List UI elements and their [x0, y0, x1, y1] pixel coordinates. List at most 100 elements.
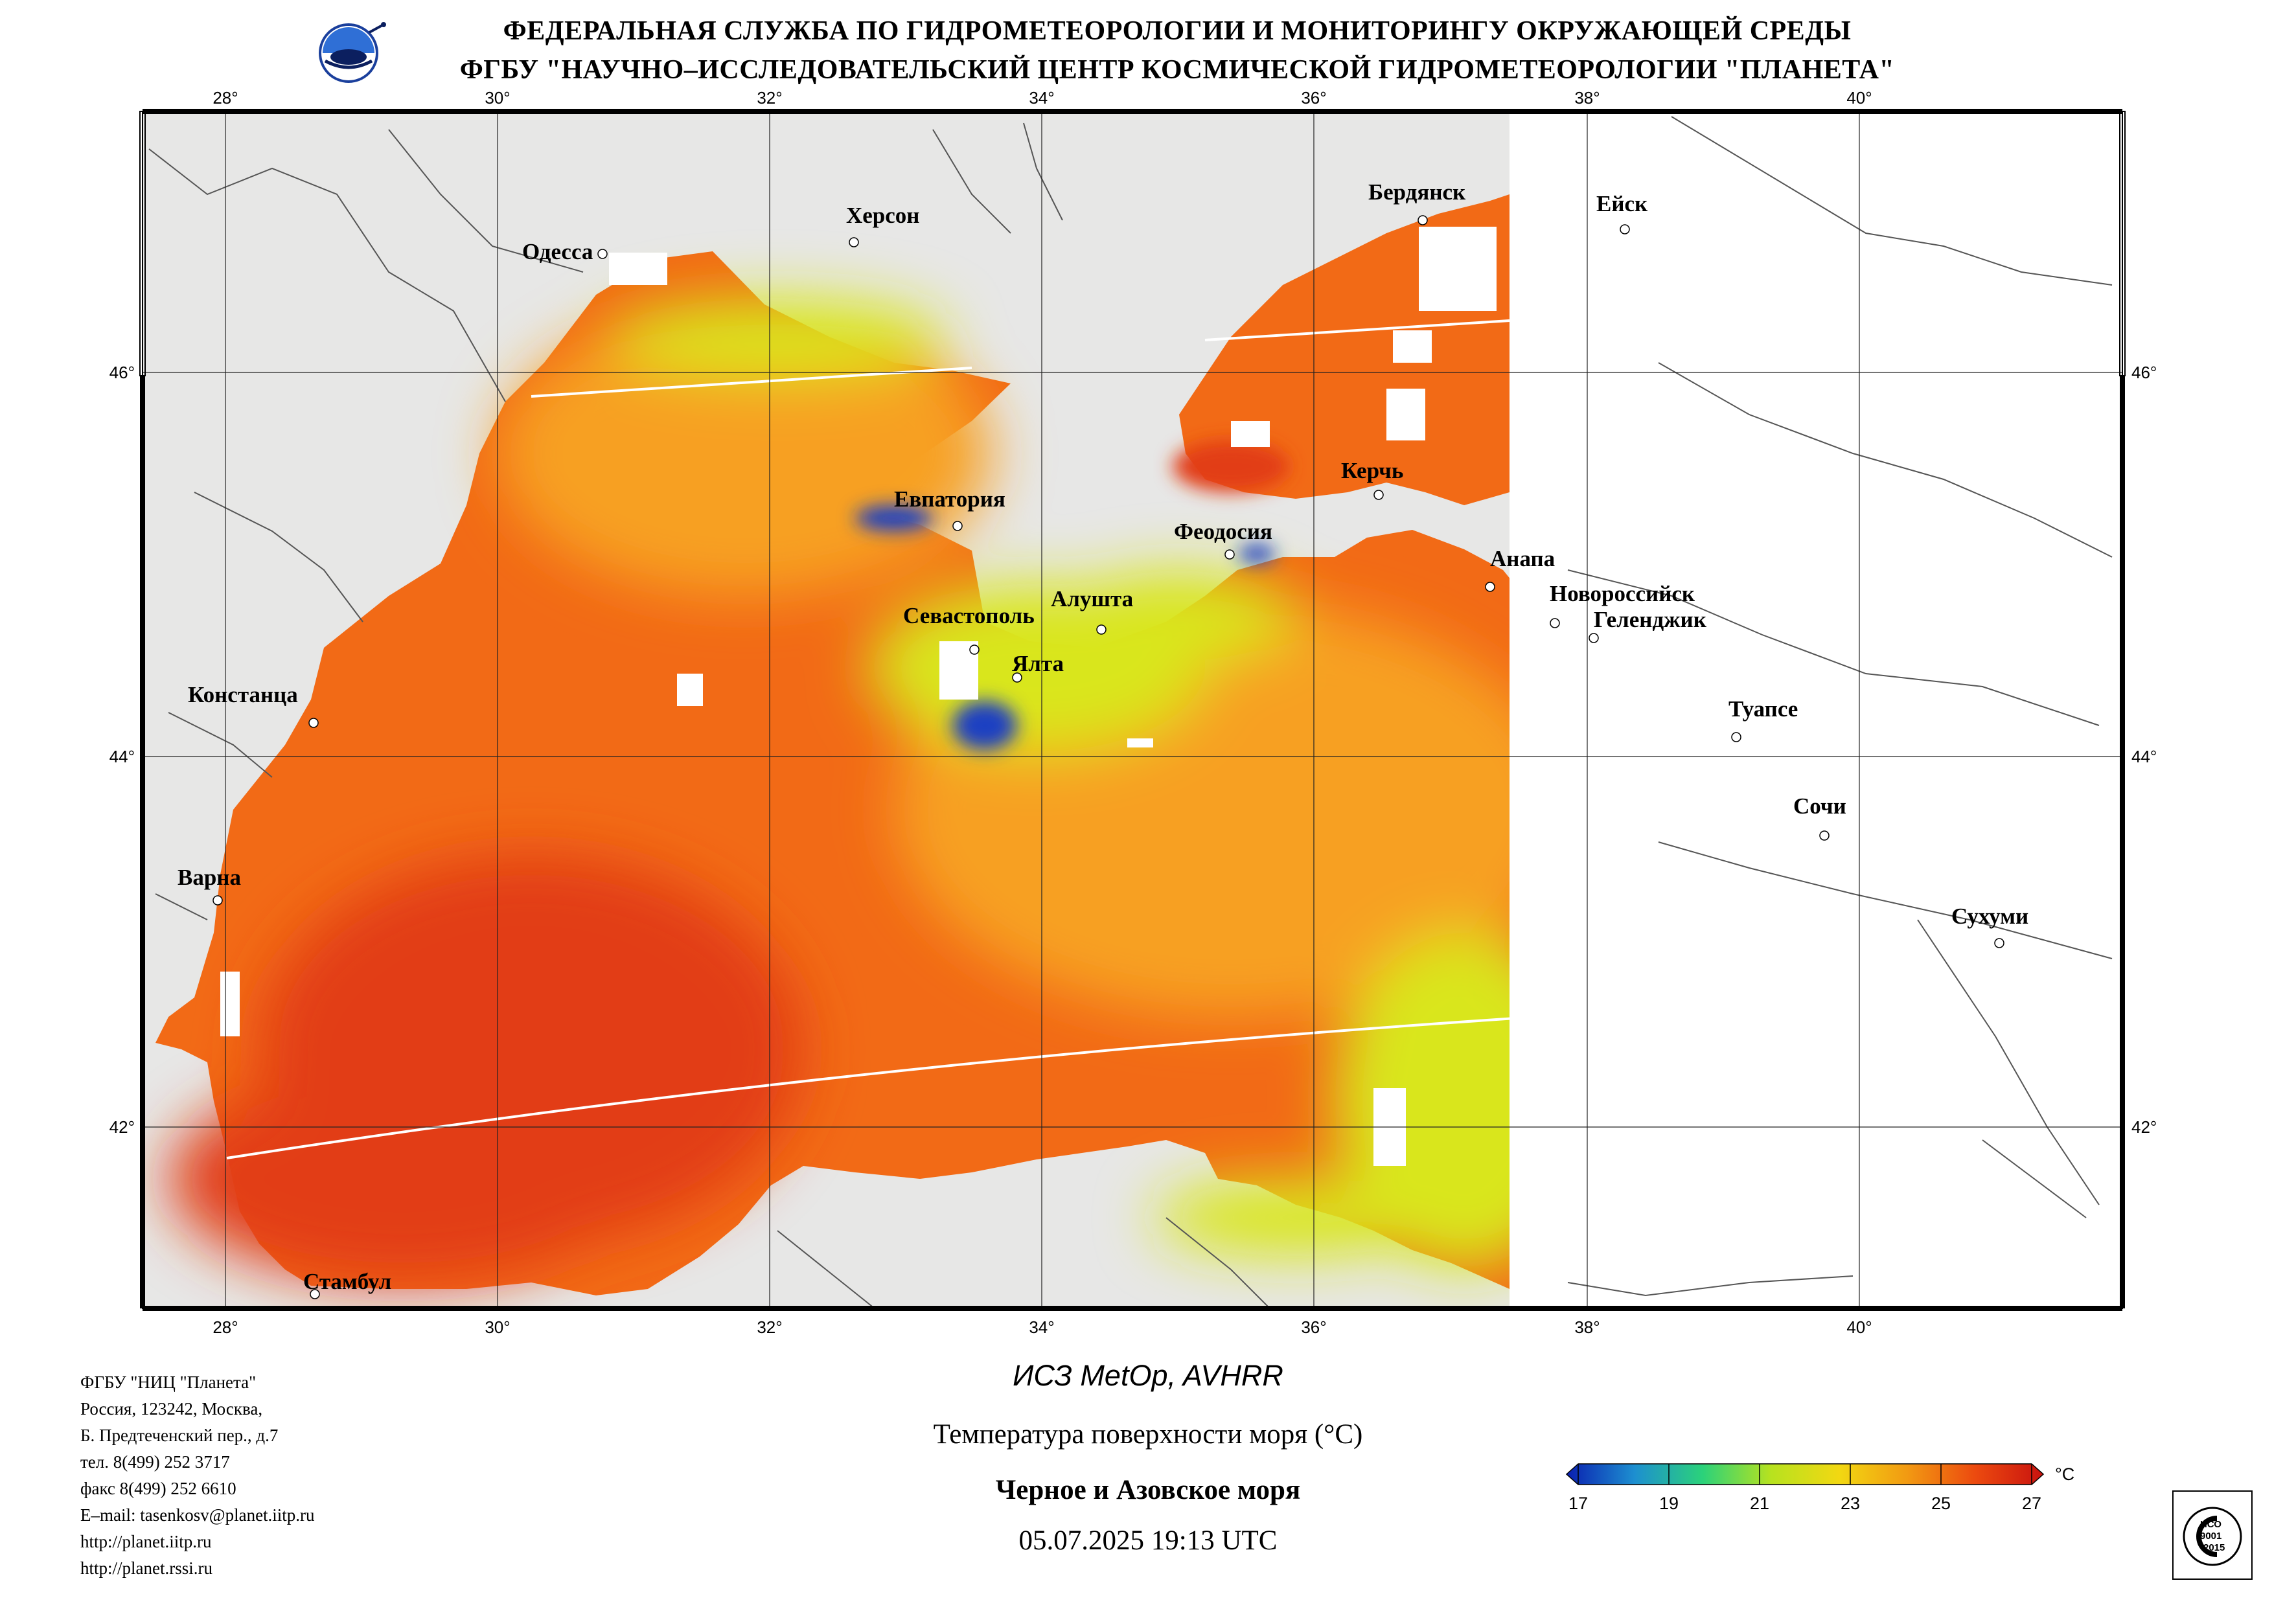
satellite-instrument: ИСЗ MetOp, AVHRR [1013, 1359, 1283, 1392]
city-marker [952, 521, 963, 531]
city-label: Алушта [1051, 586, 1133, 611]
contact-line[interactable]: http://planet.rssi.ru [80, 1558, 212, 1578]
city-marker [1819, 830, 1830, 841]
city-marker [1012, 672, 1022, 683]
city-label: Варна [178, 865, 241, 890]
frame-bar-bottom [143, 1306, 2122, 1311]
lat-lon-grid [143, 111, 2122, 1308]
city-marker [1096, 624, 1107, 635]
frame-bar-right [2120, 376, 2125, 1308]
city-marker [1620, 224, 1630, 234]
lon-label-top: 40° [1846, 88, 1872, 108]
swath-line [226, 1016, 1536, 1159]
contact-line[interactable]: http://planet.iitp.ru [80, 1532, 212, 1551]
city-marker [1550, 618, 1560, 628]
sst-cold-spot [952, 701, 1017, 750]
sst-hot-zone [1173, 440, 1289, 492]
contact-line: Б. Предтеченский пер., д.7 [80, 1426, 279, 1445]
city-marker [1418, 215, 1428, 225]
cloud-patch [1386, 389, 1425, 440]
contact-line[interactable]: E–mail: tasenkosv@planet.iitp.ru [80, 1505, 315, 1525]
city-label: Бердянск [1368, 179, 1466, 205]
cloud-patch [1393, 330, 1432, 363]
city-label: Керчь [1341, 458, 1403, 483]
city-marker [969, 644, 980, 655]
lat-label-left: 44° [109, 747, 135, 766]
header-line-2: ФГБУ "НАУЧНО–ИССЛЕДОВАТЕЛЬСКИЙ ЦЕНТР КОС… [459, 55, 1895, 85]
city-marker [1589, 633, 1599, 643]
city-label: Новороссийск [1550, 581, 1695, 606]
city-label: Геленджик [1594, 607, 1707, 632]
cloud-patch [677, 674, 703, 706]
lon-label-top: 38° [1574, 88, 1600, 108]
city-label: Евпатория [894, 486, 1005, 512]
lon-label-bottom: 34° [1029, 1317, 1054, 1337]
contact-line: ФГБУ "НИЦ "Планета" [80, 1373, 257, 1392]
city-marker [310, 1289, 320, 1299]
no-data-region [1510, 194, 1542, 1295]
header-line-1: ФЕДЕРАЛЬНАЯ СЛУЖБА ПО ГИДРОМЕТЕОРОЛОГИИ … [503, 16, 1852, 46]
lon-label-top: 28° [212, 88, 238, 108]
sst-hot-zone [168, 1075, 635, 1282]
city-marker [1485, 582, 1495, 592]
lon-label-bottom: 36° [1301, 1317, 1326, 1337]
sst-cool-zone [1153, 1179, 1438, 1257]
lat-label-right: 44° [2131, 747, 2157, 766]
lon-label-top: 36° [1301, 88, 1326, 108]
city-label: Херсон [846, 203, 919, 228]
frame-bar-top [143, 109, 2122, 114]
city-label: Сухуми [1951, 904, 2028, 929]
contact-line: тел. 8(499) 252 3717 [80, 1452, 230, 1472]
city-label: Ялта [1012, 651, 1064, 676]
lon-label-bottom: 32° [757, 1317, 782, 1337]
city-marker [212, 895, 223, 906]
city-marker [1224, 549, 1235, 560]
sst-cold-spot [1239, 545, 1275, 563]
organization-contacts: ФГБУ "НИЦ "Планета" Россия, 123242, Москв… [80, 1369, 315, 1582]
city-marker [597, 249, 608, 259]
lat-label-left: 42° [109, 1117, 135, 1137]
city-label: Одесса [522, 239, 593, 264]
city-marker [308, 718, 319, 728]
lon-label-top: 32° [757, 88, 782, 108]
lat-label-left: 46° [109, 363, 135, 382]
sst-cool-zone [609, 298, 946, 376]
lon-label-bottom: 40° [1846, 1317, 1872, 1337]
lon-label-bottom: 28° [212, 1317, 238, 1337]
cloud-patch [220, 972, 240, 1036]
iso-certificate-icon: ИСО 9001 -2015 [2172, 1490, 2253, 1580]
contact-line: Россия, 123242, Москва, [80, 1399, 263, 1419]
frame-bar-left [140, 376, 145, 1308]
city-marker [1373, 490, 1384, 500]
parameter-title: Температура поверхности моря (°С) [933, 1419, 1363, 1450]
cloud-patch [1231, 421, 1270, 447]
planeta-logo-icon [319, 22, 386, 83]
lon-label-bottom: 30° [485, 1317, 510, 1337]
city-label: Ейск [1596, 191, 1648, 216]
lon-label-bottom: 38° [1574, 1317, 1600, 1337]
city-label: Анапа [1490, 546, 1555, 571]
frame-bar-right-top [2119, 111, 2126, 376]
cloud-patch [1127, 738, 1153, 747]
sst-cool-zone [1062, 570, 1296, 661]
city-label: Феодосия [1174, 519, 1272, 544]
cloud-patch [609, 253, 667, 285]
region-title: Черное и Азовское моря [995, 1475, 1301, 1505]
observation-datetime: 05.07.2025 19:13 UTC [1018, 1525, 1278, 1556]
city-label: Стамбул [303, 1269, 391, 1294]
city-marker [849, 237, 859, 247]
city-label: Сочи [1793, 793, 1846, 819]
frame-bar-left-top [139, 111, 146, 376]
cloud-patch [1419, 227, 1497, 311]
lon-label-top: 34° [1029, 88, 1054, 108]
lat-label-right: 42° [2131, 1117, 2157, 1137]
sst-cold-spot [855, 505, 933, 531]
city-label: Туапсе [1728, 696, 1798, 722]
city-marker [1731, 732, 1741, 742]
city-label: Констанца [188, 682, 298, 707]
borders-and-rivers [148, 116, 2113, 1308]
cloud-mask [220, 111, 2122, 1308]
lon-label-top: 30° [485, 88, 510, 108]
